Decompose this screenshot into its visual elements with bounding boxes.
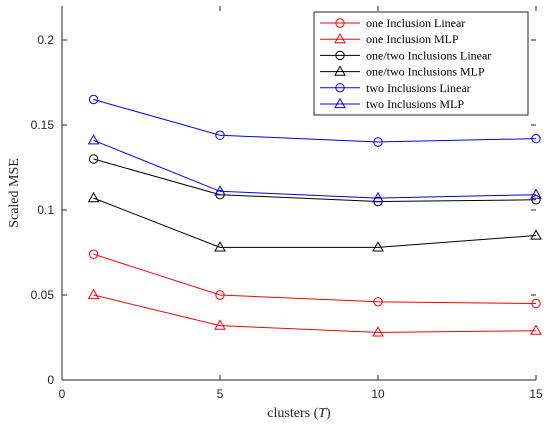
data-point-marker: [88, 249, 99, 259]
data-point-marker: [372, 191, 384, 203]
data-point-marker: [531, 195, 541, 205]
data-point-marker: [214, 241, 226, 252]
data-point-marker: [373, 137, 383, 147]
x-axis-label: clusters (T): [267, 406, 331, 421]
data-point-marker: [87, 191, 100, 203]
data-point-marker: [88, 94, 99, 105]
legend-marker: [334, 97, 346, 109]
legend-entry: two Inclusions Linear: [320, 81, 471, 95]
legend-entry: one/two Inclusions MLP: [320, 65, 485, 79]
data-point-marker: [215, 290, 225, 300]
legend: one Inclusion Linear one Inclusion MLP one…: [313, 11, 529, 116]
y-tick-label: 0.15: [31, 118, 55, 132]
legend-label: one Inclusion Linear: [366, 16, 465, 30]
legend-label: one/two Inclusions Linear: [366, 48, 491, 62]
data-point-marker: [87, 288, 100, 300]
x-tick-label: 0: [59, 387, 66, 401]
data-point-marker: [214, 185, 226, 196]
series-line: [93, 197, 537, 248]
x-tick-label: 10: [371, 387, 385, 401]
series-line: [93, 294, 537, 333]
series-line: [93, 253, 537, 304]
data-point-marker: [214, 319, 226, 330]
legend-label: two Inclusions MLP: [366, 97, 464, 111]
data-point-marker: [87, 134, 100, 145]
y-tick-label: 0.1: [37, 203, 54, 217]
data-series: [87, 288, 542, 337]
data-point-marker: [372, 241, 384, 252]
data-point-marker: [88, 154, 99, 164]
legend-box: [313, 11, 529, 116]
data-point-marker: [373, 297, 383, 307]
axis-ticks: 0 0.05 0.1 0.15 0.2 0 5 10 15: [31, 6, 543, 401]
series-layer: [87, 94, 542, 337]
y-axis-label: Scaled MSE: [7, 158, 22, 228]
data-series: [88, 249, 541, 309]
data-series: [88, 94, 541, 147]
x-axis-label-prefix: clusters (: [267, 406, 318, 421]
legend-entry: one/two Inclusions Linear: [320, 48, 491, 62]
legend-entry: one Inclusion MLP: [320, 32, 459, 46]
data-point-marker: [372, 326, 384, 337]
data-point-marker: [531, 298, 541, 309]
data-series: [87, 191, 542, 252]
legend-marker: [334, 65, 346, 76]
y-tick-label: 0.2: [37, 33, 54, 47]
legend-label: one Inclusion MLP: [366, 32, 459, 46]
data-point-marker: [530, 229, 542, 240]
legend-entry: one Inclusion Linear: [320, 16, 465, 30]
data-point-marker: [531, 133, 541, 144]
legend-marker: [334, 32, 346, 44]
legend-marker: [335, 18, 345, 28]
legend-marker: [335, 83, 345, 93]
data-point-marker: [530, 188, 542, 199]
x-axis-label-suffix: ): [326, 406, 331, 421]
x-axis-label-variable: T: [318, 406, 327, 421]
series-line: [93, 158, 537, 203]
data-point-marker: [530, 324, 542, 335]
legend-entry: two Inclusions MLP: [320, 97, 464, 111]
legend-label: one/two Inclusions MLP: [366, 65, 485, 79]
x-tick-label: 15: [529, 387, 543, 401]
legend-marker: [335, 50, 345, 61]
y-tick-label: 0.05: [31, 288, 55, 302]
data-series: [87, 134, 542, 203]
x-tick-label: 5: [217, 387, 224, 401]
series-line: [93, 99, 537, 143]
legend-label: two Inclusions Linear: [366, 81, 471, 95]
series-line: [93, 139, 537, 199]
y-tick-label: 0: [47, 373, 54, 387]
data-point-marker: [215, 130, 225, 140]
